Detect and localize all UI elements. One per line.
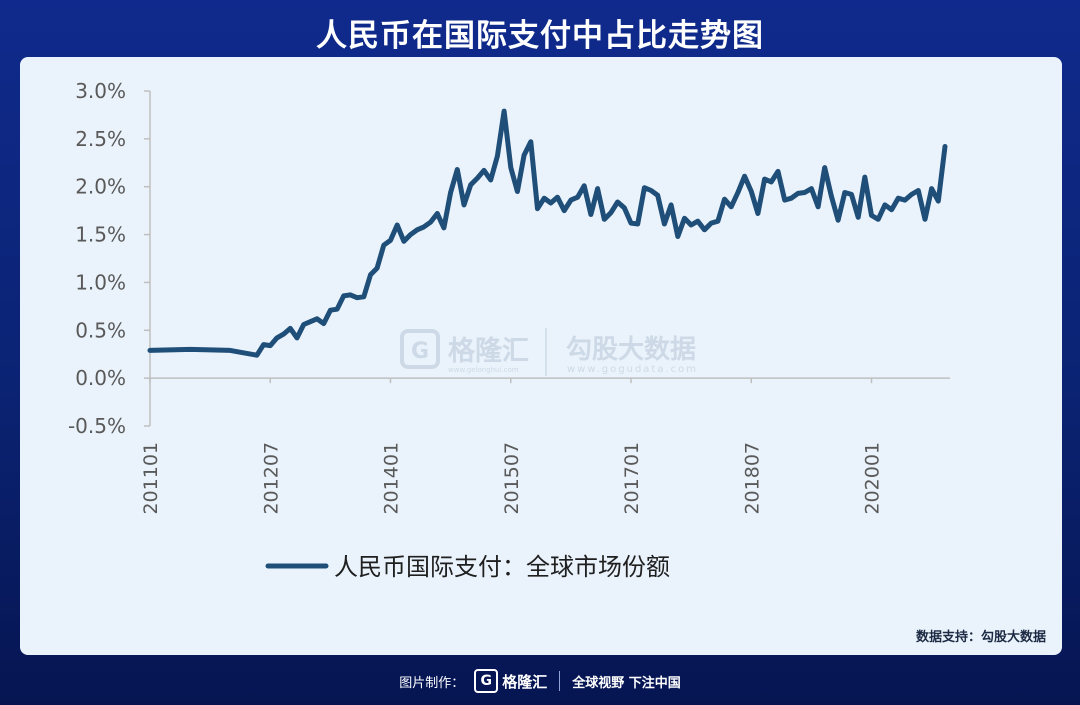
watermark: G 格隆汇 www.gelonghui.com 勾股大数据 www.goguda… (400, 328, 698, 376)
series-line-rmb-share (147, 108, 948, 358)
y-tick-label: 3.0% (75, 79, 126, 103)
x-tick-label: 201101 (140, 442, 162, 515)
x-tick-label: 201507 (501, 442, 523, 515)
y-axis-labels: -0.5% 0.0% 0.5% 1.0% 1.5% 2.0% 2.5% 3.0% (68, 79, 126, 438)
footer-logo-text: 格隆汇 (502, 672, 548, 691)
data-source: 数据支持：勾股大数据 (915, 630, 1046, 645)
watermark-logo-icon (400, 329, 440, 369)
watermark-right-name: 勾股大数据 (566, 335, 696, 365)
footer-divider (559, 671, 561, 691)
x-tick-label: 201701 (621, 442, 643, 515)
footer-made-by: 图片制作： (399, 675, 465, 691)
footer: 图片制作： G 格隆汇 全球视野 下注中国 (0, 666, 1080, 696)
x-tick-label: 202001 (862, 442, 884, 515)
y-tick-label: 0.0% (75, 366, 126, 390)
y-tick-label: 2.5% (75, 127, 126, 151)
y-tick-label: 2.0% (75, 175, 126, 199)
x-tick-label: 201401 (381, 442, 403, 515)
chart-axes (144, 90, 950, 427)
x-tick-label: 201807 (741, 442, 763, 515)
watermark-right-url: www.gogudata.com (567, 364, 698, 375)
gelonghui-logo-icon: G (474, 669, 499, 693)
x-axis-labels: 201101 201207 201401 201507 201701 201807 2020… (140, 442, 884, 515)
y-tick-label: -0.5% (68, 414, 126, 438)
watermark-left-name: 格隆汇 (448, 336, 529, 367)
y-tick-label: 0.5% (75, 318, 126, 342)
legend-label: 人民币国际支付：全球市场份额 (334, 553, 670, 581)
x-tick-label: 201207 (260, 442, 282, 515)
y-tick-label: 1.0% (75, 270, 126, 294)
chart-card (20, 57, 1062, 655)
page-title: 人民币在国际支付中占比走势图 (316, 18, 764, 54)
legend: 人民币国际支付：全球市场份额 (265, 553, 670, 581)
watermark-logo-glyph-icon: G (411, 339, 429, 364)
watermark-left-url: www.gelonghui.com (448, 366, 519, 374)
y-tick-label: 1.5% (75, 223, 126, 247)
footer-slogan: 全球视野 下注中国 (572, 675, 681, 691)
